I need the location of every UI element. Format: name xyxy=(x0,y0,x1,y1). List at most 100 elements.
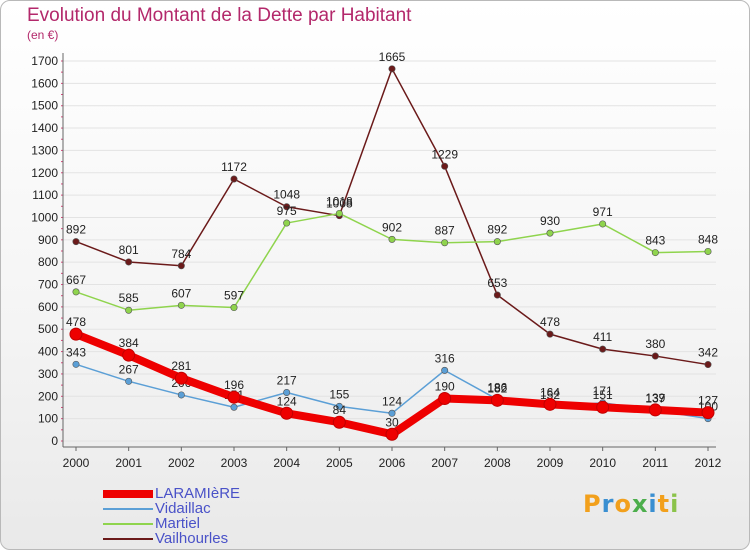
data-label: 1172 xyxy=(221,160,247,174)
y-tick-label: 1600 xyxy=(31,76,58,90)
data-label: 478 xyxy=(66,315,86,329)
data-label: 653 xyxy=(487,276,507,290)
data-point xyxy=(125,258,133,266)
data-label: 84 xyxy=(333,403,347,417)
logo-letter: i xyxy=(648,490,658,518)
data-label: 384 xyxy=(119,336,139,350)
data-point xyxy=(438,392,452,406)
data-point xyxy=(651,352,659,360)
y-tick-label: 0 xyxy=(51,434,58,448)
data-label: 971 xyxy=(593,205,613,219)
data-point xyxy=(388,65,396,73)
data-label: 139 xyxy=(645,391,665,405)
chart-title: Evolution du Montant de la Dette par Hab… xyxy=(27,5,412,26)
data-label: 1018 xyxy=(326,194,353,208)
y-tick-label: 1500 xyxy=(31,99,58,113)
y-tick-label: 200 xyxy=(38,389,58,403)
data-label: 380 xyxy=(645,337,665,351)
data-point xyxy=(335,402,343,410)
data-point xyxy=(125,377,133,385)
y-tick-label: 1300 xyxy=(31,143,58,157)
logo-letter: t xyxy=(657,490,671,518)
data-label: 124 xyxy=(382,394,402,408)
data-label: 124 xyxy=(277,394,297,408)
data-label: 281 xyxy=(171,359,191,373)
y-tick-label: 1700 xyxy=(31,54,58,68)
data-label: 478 xyxy=(540,315,560,329)
logo-letter: P xyxy=(583,490,602,518)
data-label: 343 xyxy=(66,345,86,359)
data-point xyxy=(543,397,557,411)
data-point xyxy=(388,235,396,243)
x-tick-label: 2009 xyxy=(537,456,564,470)
data-label: 887 xyxy=(435,224,455,238)
data-label: 152 xyxy=(540,388,560,402)
data-label: 607 xyxy=(171,286,191,300)
legend-swatch xyxy=(103,489,153,498)
y-tick-label: 1000 xyxy=(31,210,58,224)
data-label: 411 xyxy=(593,330,612,344)
x-tick-label: 2011 xyxy=(642,456,668,470)
data-point xyxy=(72,288,80,296)
x-tick-label: 2003 xyxy=(221,456,248,470)
x-tick-label: 2008 xyxy=(484,456,511,470)
data-label: 196 xyxy=(224,378,244,392)
y-tick-label: 700 xyxy=(38,278,58,292)
data-label: 267 xyxy=(119,362,139,376)
data-label: 843 xyxy=(645,234,665,248)
data-label: 164 xyxy=(540,385,560,399)
data-point xyxy=(441,366,449,374)
data-label: 848 xyxy=(698,232,718,246)
y-tick-label: 400 xyxy=(38,345,58,359)
data-label: 1229 xyxy=(431,147,458,161)
data-label: 585 xyxy=(119,291,139,305)
data-point xyxy=(335,209,343,217)
legend-item: Vailhourles xyxy=(103,531,240,546)
x-tick-label: 2000 xyxy=(63,456,90,470)
x-tick-label: 2006 xyxy=(379,456,406,470)
data-point xyxy=(177,391,185,399)
data-point xyxy=(72,238,80,246)
data-point xyxy=(230,403,238,411)
data-point xyxy=(230,304,238,312)
x-tick-label: 2010 xyxy=(589,456,616,470)
data-point xyxy=(704,361,712,369)
data-point xyxy=(441,239,449,247)
data-label: 784 xyxy=(171,247,191,261)
data-label: 217 xyxy=(277,373,297,387)
legend-label: Vailhourles xyxy=(155,530,229,547)
data-point xyxy=(280,406,294,420)
data-point xyxy=(599,220,607,228)
unit-label: (en €) xyxy=(27,28,59,42)
data-label: 342 xyxy=(698,346,718,360)
y-tick-label: 1200 xyxy=(31,166,58,180)
data-label: 975 xyxy=(277,204,297,218)
legend-label: LARAMIèRE xyxy=(155,485,241,502)
data-label: 1008 xyxy=(326,197,353,211)
data-point xyxy=(441,162,449,170)
data-point xyxy=(177,301,185,309)
data-label: 667 xyxy=(66,273,86,287)
data-point xyxy=(648,403,662,417)
data-point xyxy=(332,415,346,429)
data-label: 892 xyxy=(66,223,86,237)
data-label: 186 xyxy=(487,380,507,394)
data-label: 155 xyxy=(329,387,349,401)
data-label: 892 xyxy=(487,223,507,237)
data-point xyxy=(651,249,659,257)
x-tick-label: 2004 xyxy=(273,456,300,470)
data-point xyxy=(227,390,241,404)
y-tick-label: 300 xyxy=(38,367,58,381)
data-point xyxy=(490,393,504,407)
x-tick-label: 2012 xyxy=(695,456,722,470)
data-point xyxy=(493,291,501,299)
data-label: 171 xyxy=(593,384,613,398)
legend-item: LARAMIèRE xyxy=(103,486,240,501)
data-point xyxy=(493,238,501,246)
y-tick-label: 900 xyxy=(38,233,58,247)
proxiti-logo: Proxiti xyxy=(583,490,679,518)
data-label: 801 xyxy=(119,243,139,257)
series-line xyxy=(75,68,709,366)
